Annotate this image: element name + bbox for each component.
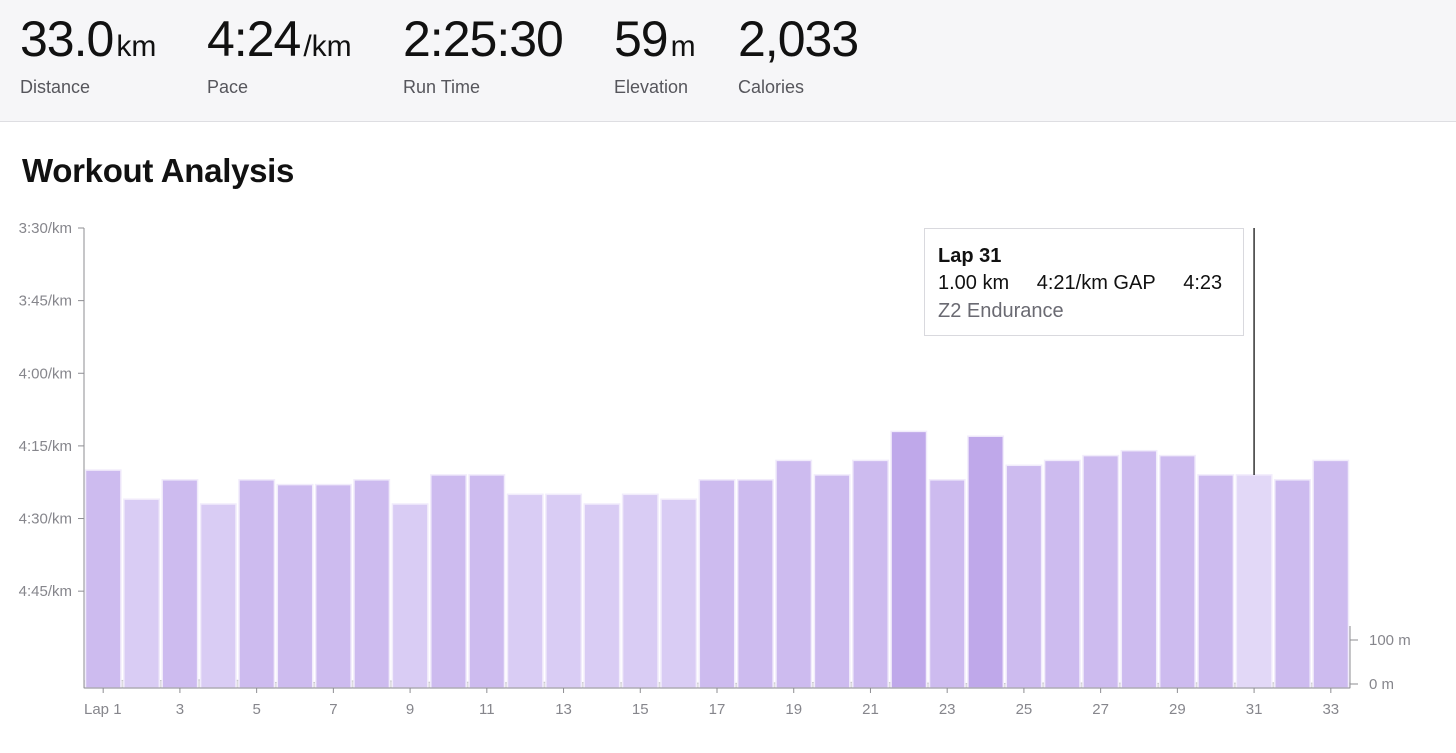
x-tick-label: 3 <box>176 701 184 718</box>
x-tick-label: 7 <box>329 701 337 718</box>
tooltip-time: 4:23 <box>1183 272 1223 294</box>
lap-bar[interactable] <box>1120 449 1158 689</box>
x-tick-label: 13 <box>555 701 572 718</box>
tooltip-title: Lap 31 <box>938 245 1002 267</box>
lap-bar[interactable] <box>621 493 659 689</box>
stat-label: Distance <box>20 77 91 97</box>
lap-bar[interactable] <box>1082 454 1120 689</box>
lap-bar[interactable] <box>391 503 429 689</box>
x-tick-label: 29 <box>1169 701 1186 718</box>
stat-run-time: 2:25:30 Run Time <box>403 10 566 98</box>
stat-unit: km <box>116 30 157 63</box>
section-title: Workout Analysis <box>22 152 295 189</box>
lap-bar[interactable] <box>353 479 391 689</box>
x-tick-label: 17 <box>709 701 726 718</box>
stat-unit: m <box>670 30 696 63</box>
lap-bar[interactable] <box>928 479 966 689</box>
lap-bar[interactable] <box>736 479 774 689</box>
stat-elevation: 59 m Elevation <box>614 10 696 98</box>
stat-label: Run Time <box>403 77 481 97</box>
lap-bar[interactable] <box>238 479 276 689</box>
lap-bar[interactable] <box>583 503 621 689</box>
x-tick-label: 9 <box>406 701 414 718</box>
elevation-tick-label: 0 m <box>1369 676 1394 693</box>
pace-tick-label: 4:15/km <box>19 438 72 455</box>
lap-bar[interactable] <box>161 479 199 689</box>
x-tick-label: 33 <box>1322 701 1339 718</box>
stat-label: Elevation <box>614 77 689 97</box>
x-tick-label: 21 <box>862 701 879 718</box>
lap-bar[interactable] <box>1043 459 1081 689</box>
x-tick-label: 19 <box>785 701 802 718</box>
lap-bar[interactable] <box>890 430 928 689</box>
stat-calories: 2,033 Calories <box>738 10 861 98</box>
lap-bar[interactable] <box>123 498 161 689</box>
lap-bar[interactable] <box>813 474 851 689</box>
lap-bar[interactable] <box>506 493 544 689</box>
x-tick-label: 11 <box>479 701 495 718</box>
stat-pace: 4:24/km Pace <box>207 10 352 98</box>
lap-tooltip: Lap 31 1.00 km 4:21/km GAP 4:23 Z2 Endur… <box>924 228 1244 336</box>
lap-bar[interactable] <box>967 435 1005 689</box>
stat-value: 2:25:30 <box>403 11 564 67</box>
x-tick-label: 25 <box>1016 701 1033 718</box>
lap-bar[interactable] <box>1158 454 1196 689</box>
stat-value: 4:24 <box>207 11 301 67</box>
lap-bar[interactable] <box>852 459 889 689</box>
bars-layer <box>84 430 1350 689</box>
stat-value: 33.0 <box>20 11 114 67</box>
pace-tick-label: 3:30/km <box>19 220 72 237</box>
x-tick-label: 5 <box>252 701 260 718</box>
lap-bar[interactable] <box>84 469 122 689</box>
x-tick-label: 23 <box>939 701 956 718</box>
x-tick-label: 15 <box>632 701 649 718</box>
lap-bar[interactable] <box>1197 474 1235 689</box>
lap-bar[interactable] <box>775 459 813 689</box>
stat-label: Pace <box>207 77 249 97</box>
x-tick-label: 31 <box>1246 701 1263 718</box>
axes-layer: 3:30/km 3:45/km 4:00/km 4:15/km 4:30/km 4:45/… <box>19 220 1411 718</box>
lap-bar[interactable] <box>1235 474 1273 689</box>
tooltip-distance: 1.00 km <box>938 272 1010 294</box>
stat-value: 2,033 <box>738 11 859 67</box>
stats-bar: 33.0 km Distance 4:24/km Pace 2:25:30 Run… <box>0 0 1456 122</box>
lap-bar[interactable] <box>314 483 352 689</box>
pace-tick-label: 4:30/km <box>19 511 72 528</box>
pace-tick-label: 4:00/km <box>19 365 72 382</box>
lap-bar[interactable] <box>276 483 314 689</box>
tooltip-zone: Z2 Endurance <box>938 300 1064 322</box>
lap-bar[interactable] <box>1005 464 1043 689</box>
stat-value: 59 <box>614 11 669 67</box>
stat-label: Calories <box>738 77 805 97</box>
workout-analysis-chart[interactable]: 3:30/km 3:45/km 4:00/km 4:15/km 4:30/km 4:45/… <box>0 200 1456 753</box>
elevation-tick-label: 100 m <box>1369 632 1411 649</box>
lap-bar[interactable] <box>1312 459 1350 689</box>
lap-bar[interactable] <box>660 498 698 689</box>
stat-distance: 33.0 km Distance <box>20 10 156 98</box>
stat-unit: /km <box>303 30 352 63</box>
x-tick-label: 27 <box>1092 701 1109 718</box>
lap-bar[interactable] <box>698 479 736 689</box>
lap-bar[interactable] <box>199 503 237 689</box>
x-tick-label: Lap 1 <box>84 701 122 718</box>
tooltip-gap: 4:21/km GAP <box>1036 272 1156 294</box>
lap-bar[interactable] <box>545 493 583 689</box>
lap-bar[interactable] <box>468 474 506 689</box>
lap-bar[interactable] <box>1274 479 1311 689</box>
pace-tick-label: 3:45/km <box>19 293 72 310</box>
lap-bar[interactable] <box>430 474 467 689</box>
pace-tick-label: 4:45/km <box>19 583 72 600</box>
